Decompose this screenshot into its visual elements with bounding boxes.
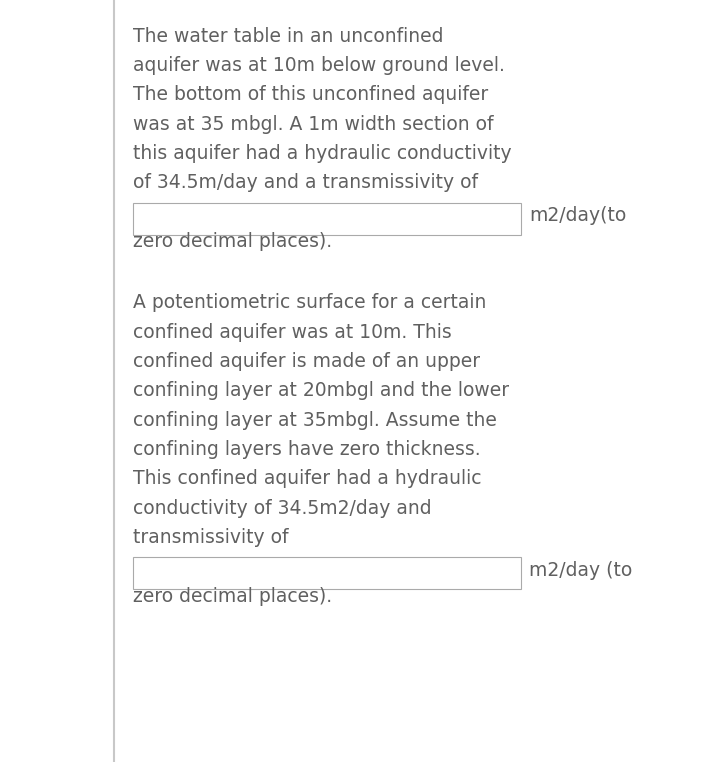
- Text: of 34.5m/day and a transmissivity of: of 34.5m/day and a transmissivity of: [133, 173, 478, 192]
- Text: This confined aquifer had a hydraulic: This confined aquifer had a hydraulic: [133, 469, 482, 488]
- Text: confined aquifer is made of an upper: confined aquifer is made of an upper: [133, 352, 480, 371]
- Text: confining layer at 35mbgl. Assume the: confining layer at 35mbgl. Assume the: [133, 411, 497, 430]
- Text: A potentiometric surface for a certain: A potentiometric surface for a certain: [133, 293, 487, 312]
- Bar: [133, 557, 521, 589]
- Text: aquifer was at 10m below ground level.: aquifer was at 10m below ground level.: [133, 56, 505, 75]
- Text: m2/day(to: m2/day(to: [529, 206, 626, 225]
- Text: The bottom of this unconfined aquifer: The bottom of this unconfined aquifer: [133, 85, 488, 104]
- Text: zero decimal places).: zero decimal places).: [133, 587, 333, 606]
- Text: The water table in an unconfined: The water table in an unconfined: [133, 27, 444, 46]
- Text: conductivity of 34.5m2/day and: conductivity of 34.5m2/day and: [133, 498, 432, 517]
- Text: confining layers have zero thickness.: confining layers have zero thickness.: [133, 440, 481, 459]
- Bar: [133, 203, 521, 235]
- Text: transmissivity of: transmissivity of: [133, 528, 289, 547]
- Text: zero decimal places).: zero decimal places).: [133, 232, 333, 251]
- Text: m2/day (to: m2/day (to: [529, 561, 632, 580]
- Text: this aquifer had a hydraulic conductivity: this aquifer had a hydraulic conductivit…: [133, 144, 512, 163]
- Text: confined aquifer was at 10m. This: confined aquifer was at 10m. This: [133, 322, 452, 341]
- Text: was at 35 mbgl. A 1m width section of: was at 35 mbgl. A 1m width section of: [133, 114, 494, 133]
- Text: confining layer at 20mbgl and the lower: confining layer at 20mbgl and the lower: [133, 381, 509, 400]
